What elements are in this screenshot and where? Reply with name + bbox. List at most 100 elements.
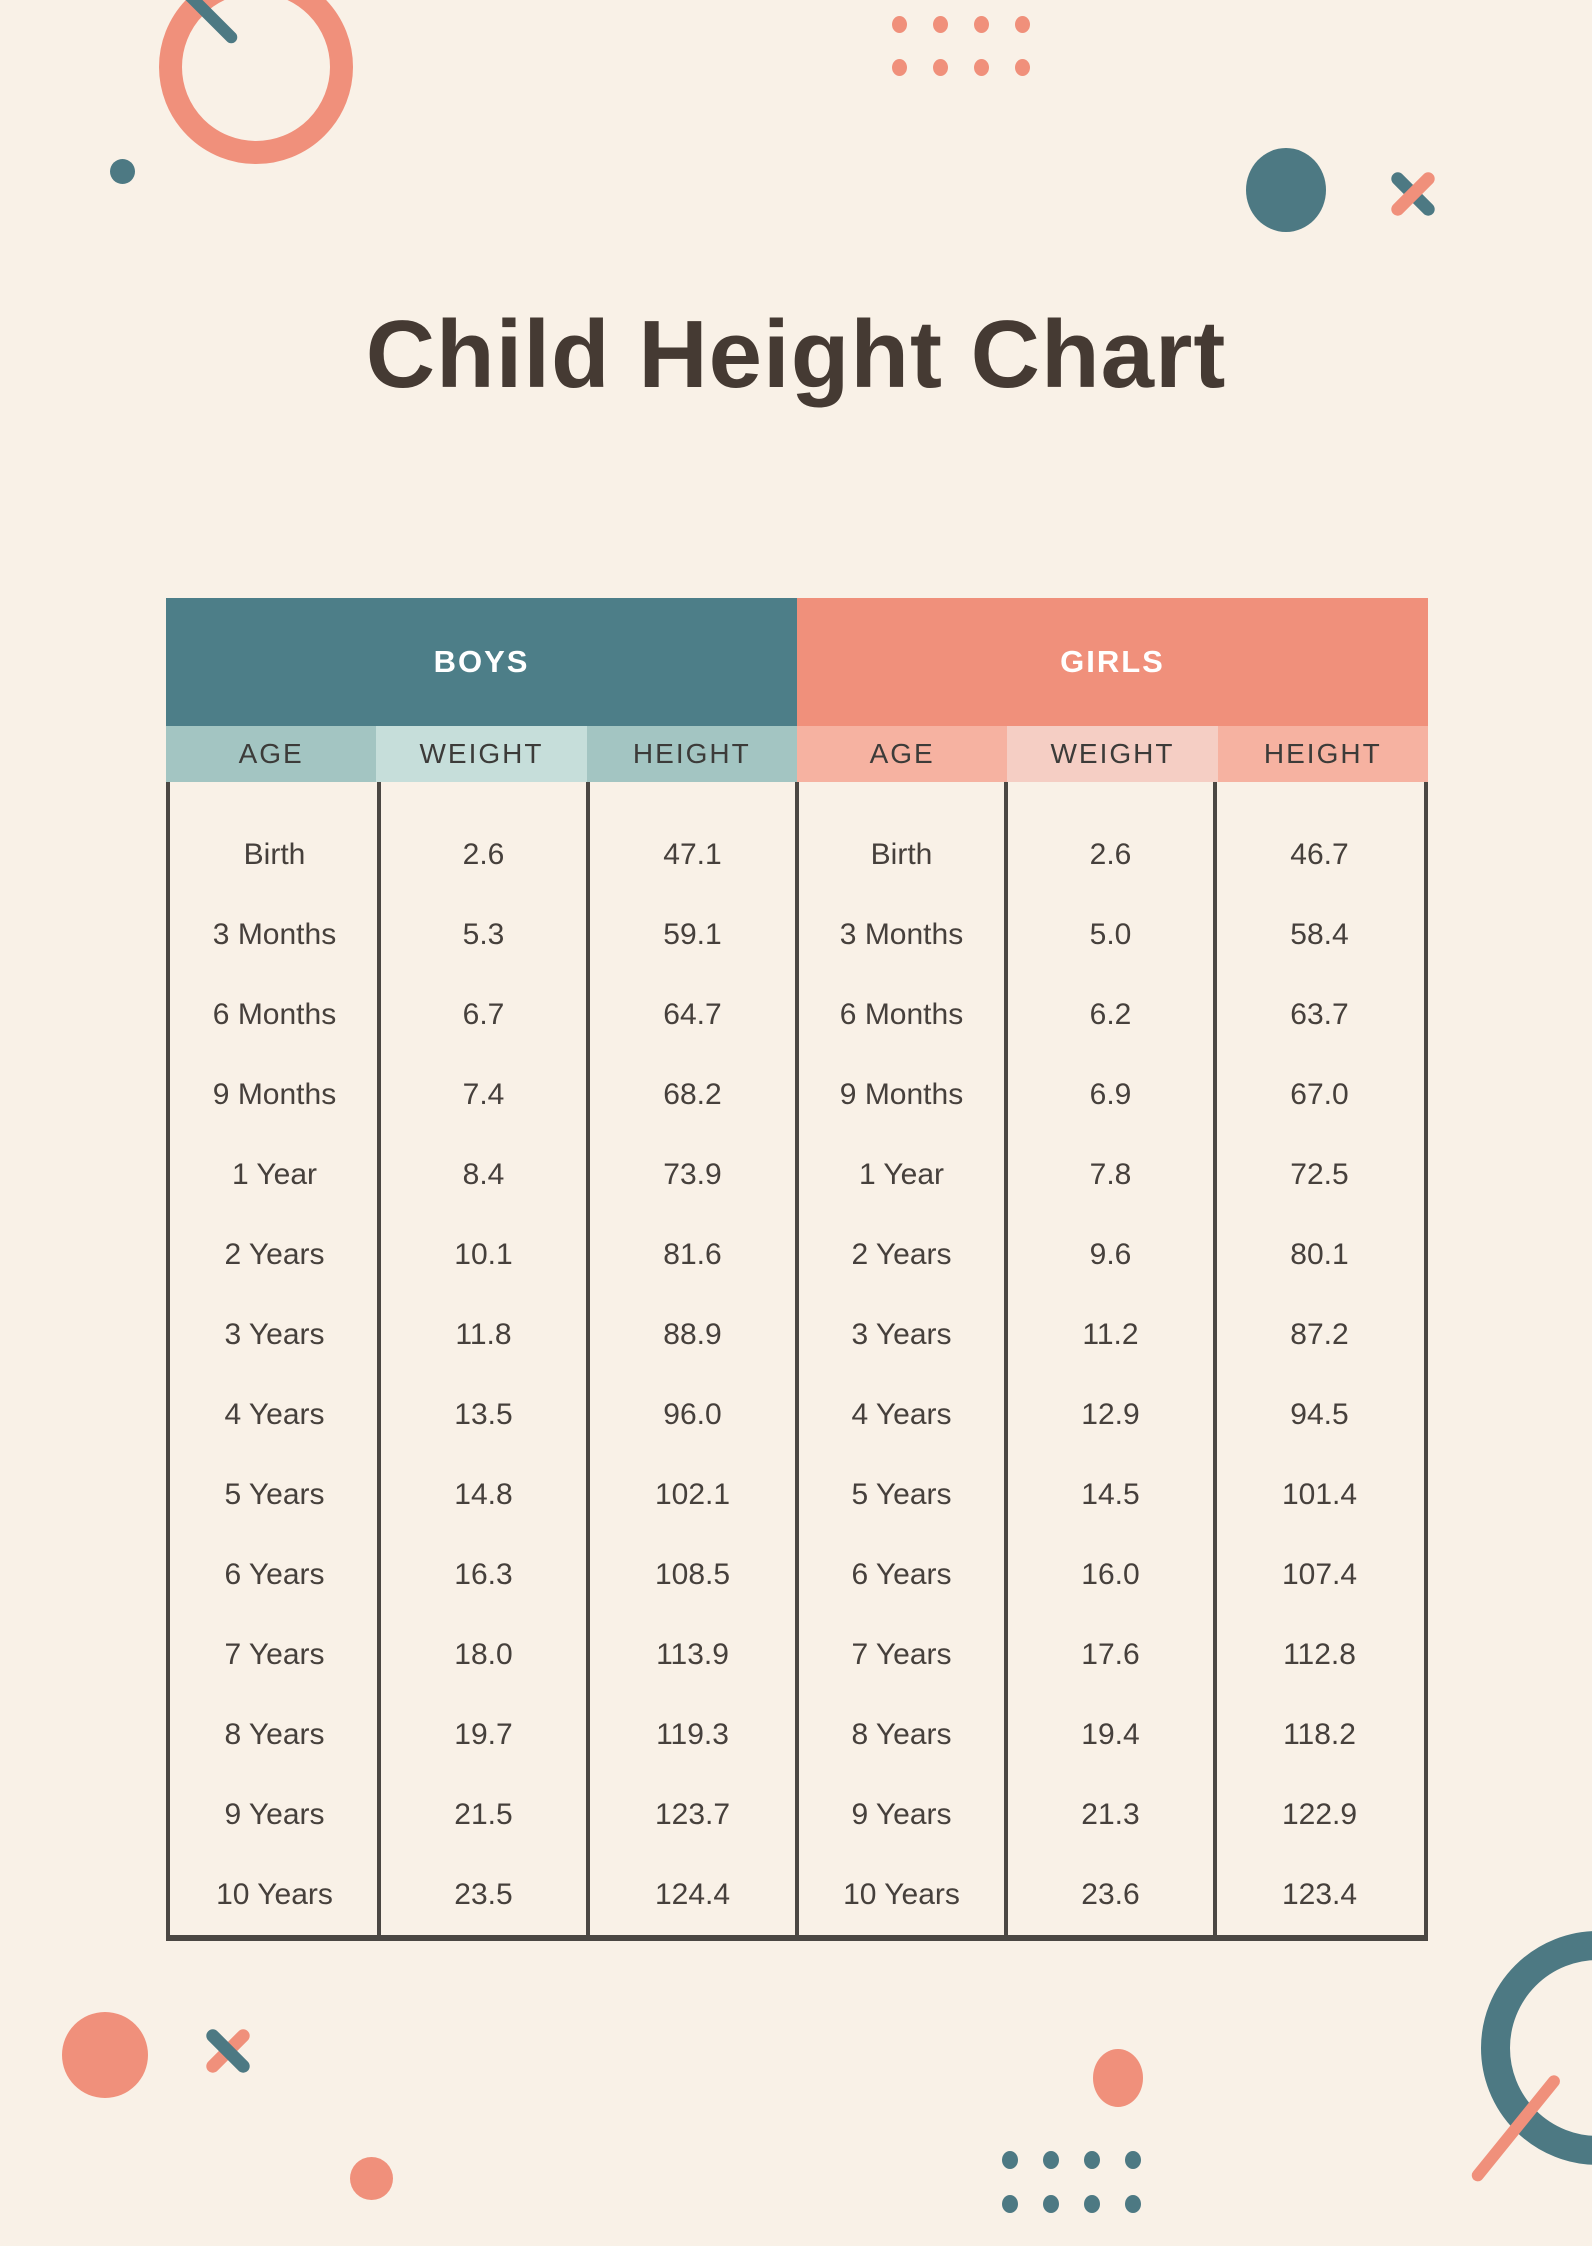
height-chart-table: BOYS GIRLS AGE WEIGHT HEIGHT AGE WEIGHT HEIGH… — [166, 598, 1428, 1941]
dot-decoration — [1084, 2195, 1100, 2213]
table-subheader-row: AGE WEIGHT HEIGHT AGE WEIGHT HEIGHT — [166, 726, 1428, 782]
table-cell: 7 Years — [224, 1638, 325, 1671]
table-row: 3 Years 11.8 88.9 3 Years 11.2 87.2 — [170, 1295, 1424, 1375]
table-cell: 9 Years — [224, 1798, 325, 1831]
table-cell: 73.9 — [663, 1158, 722, 1191]
x-mark-icon-top-right — [1388, 169, 1438, 219]
dot-decoration — [1002, 2195, 1018, 2213]
table-cell: 46.7 — [1290, 838, 1349, 871]
column-divider — [1212, 782, 1217, 1935]
table-cell: 19.4 — [1081, 1718, 1140, 1751]
table-cell: 108.5 — [654, 1558, 731, 1591]
dot-decoration — [974, 59, 989, 76]
table-cell: 96.0 — [663, 1398, 722, 1431]
table-cell: 11.8 — [455, 1318, 512, 1351]
table-cell: 3 Months — [839, 918, 964, 951]
dot-decoration — [1015, 16, 1030, 33]
table-row: 2 Years 10.1 81.6 2 Years 9.6 80.1 — [170, 1215, 1424, 1295]
table-cell: 3 Years — [224, 1318, 325, 1351]
table-cell: 8 Years — [851, 1718, 952, 1751]
x-mark-icon-bottom-left — [203, 2026, 253, 2076]
dot-decoration — [1125, 2151, 1141, 2169]
ring-decoration-top-left — [159, 0, 353, 164]
table-cell: 59.1 — [663, 918, 722, 951]
table-cell: 11.2 — [1082, 1318, 1139, 1351]
dot-decoration-bottom-center — [1093, 2049, 1143, 2107]
table-cell: 119.3 — [656, 1718, 729, 1751]
table-cell: 72.5 — [1290, 1158, 1349, 1191]
table-cell: 101.4 — [1281, 1478, 1358, 1511]
table-cell: 23.5 — [454, 1878, 513, 1911]
table-cell: 123.7 — [654, 1798, 731, 1831]
table-cell: 16.3 — [454, 1558, 513, 1591]
table-row: 6 Years 16.3 108.5 6 Years 16.0 107.4 — [170, 1535, 1424, 1615]
dot-decoration — [1043, 2195, 1059, 2213]
table-cell: 6 Years — [224, 1558, 325, 1591]
table-cell: 107.4 — [1281, 1558, 1358, 1591]
table-cell: 21.5 — [454, 1798, 513, 1831]
table-cell: 17.6 — [1081, 1638, 1140, 1671]
table-cell: 7.4 — [462, 1078, 505, 1111]
dot-decoration — [1125, 2195, 1141, 2213]
table-cell: Birth — [243, 838, 306, 871]
table-cell: 6 Months — [839, 998, 964, 1031]
table-cell: 9.6 — [1089, 1238, 1132, 1271]
table-row: 5 Years 14.8 102.1 5 Years 14.5 101.4 — [170, 1455, 1424, 1535]
column-divider — [795, 782, 799, 1935]
table-cell: 14.5 — [1081, 1478, 1140, 1511]
column-divider — [585, 782, 590, 1935]
table-cell: 3 Months — [212, 918, 337, 951]
table-body: Birth 2.6 47.1 Birth 2.6 46.7 3 Months 5.3 59.1 3… — [166, 782, 1428, 1941]
table-cell: 112.8 — [1283, 1638, 1356, 1671]
table-cell: 9 Months — [212, 1078, 337, 1111]
table-cell: 9 Months — [839, 1078, 964, 1111]
table-cell: 122.9 — [1281, 1798, 1358, 1831]
table-cell: 8 Years — [224, 1718, 325, 1751]
table-rows: Birth 2.6 47.1 Birth 2.6 46.7 3 Months 5.3 59.1 3… — [170, 815, 1424, 1935]
table-row: 8 Years 19.7 119.3 8 Years 19.4 118.2 — [170, 1695, 1424, 1775]
table-cell: 9 Years — [851, 1798, 952, 1831]
table-cell: 6 Months — [212, 998, 337, 1031]
table-cell: 80.1 — [1290, 1238, 1349, 1271]
table-cell: 6.2 — [1089, 998, 1132, 1031]
table-cell: 21.3 — [1081, 1798, 1140, 1831]
dot-decoration — [1084, 2151, 1100, 2169]
table-row: 1 Year 8.4 73.9 1 Year 7.8 72.5 — [170, 1135, 1424, 1215]
table-cell: 10 Years — [843, 1878, 960, 1911]
table-cell: 124.4 — [654, 1878, 731, 1911]
page-title: Child Height Chart — [365, 301, 1227, 408]
table-cell: Birth — [870, 838, 933, 871]
dot-decoration — [1002, 2151, 1018, 2169]
circle-decoration-top-right — [1246, 148, 1326, 232]
table-cell: 87.2 — [1290, 1318, 1349, 1351]
subheader-cell: WEIGHT — [1007, 726, 1218, 782]
table-cell: 6.9 — [1089, 1078, 1132, 1111]
dot-decoration — [892, 16, 907, 33]
table-cell: 1 Year — [858, 1158, 945, 1191]
girls-header: GIRLS — [797, 598, 1428, 726]
table-cell: 2.6 — [1089, 838, 1132, 871]
table-cell: 2.6 — [462, 838, 505, 871]
subheader-cell: AGE — [166, 726, 377, 782]
dot-decoration — [933, 16, 948, 33]
table-row: Birth 2.6 47.1 Birth 2.6 46.7 — [170, 815, 1424, 895]
table-cell: 10.1 — [454, 1238, 513, 1271]
table-cell: 4 Years — [851, 1398, 952, 1431]
table-row: 3 Months 5.3 59.1 3 Months 5.0 58.4 — [170, 895, 1424, 975]
table-cell: 64.7 — [663, 998, 722, 1031]
table-cell: 118.2 — [1283, 1718, 1356, 1751]
table-cell: 113.9 — [656, 1638, 729, 1671]
table-cell: 13.5 — [454, 1398, 513, 1431]
table-cell: 2 Years — [224, 1238, 325, 1271]
table-cell: 123.4 — [1281, 1878, 1358, 1911]
table-cell: 7 Years — [851, 1638, 952, 1671]
dot-decoration-bottom-left — [350, 2157, 393, 2200]
table-cell: 68.2 — [663, 1078, 722, 1111]
table-cell: 18.0 — [454, 1638, 513, 1671]
column-divider — [1004, 782, 1008, 1935]
table-cell: 58.4 — [1290, 918, 1349, 951]
dots-grid-decoration-top — [892, 16, 1030, 76]
table-cell: 14.8 — [454, 1478, 513, 1511]
table-cell: 4 Years — [224, 1398, 325, 1431]
column-divider — [377, 782, 381, 1935]
